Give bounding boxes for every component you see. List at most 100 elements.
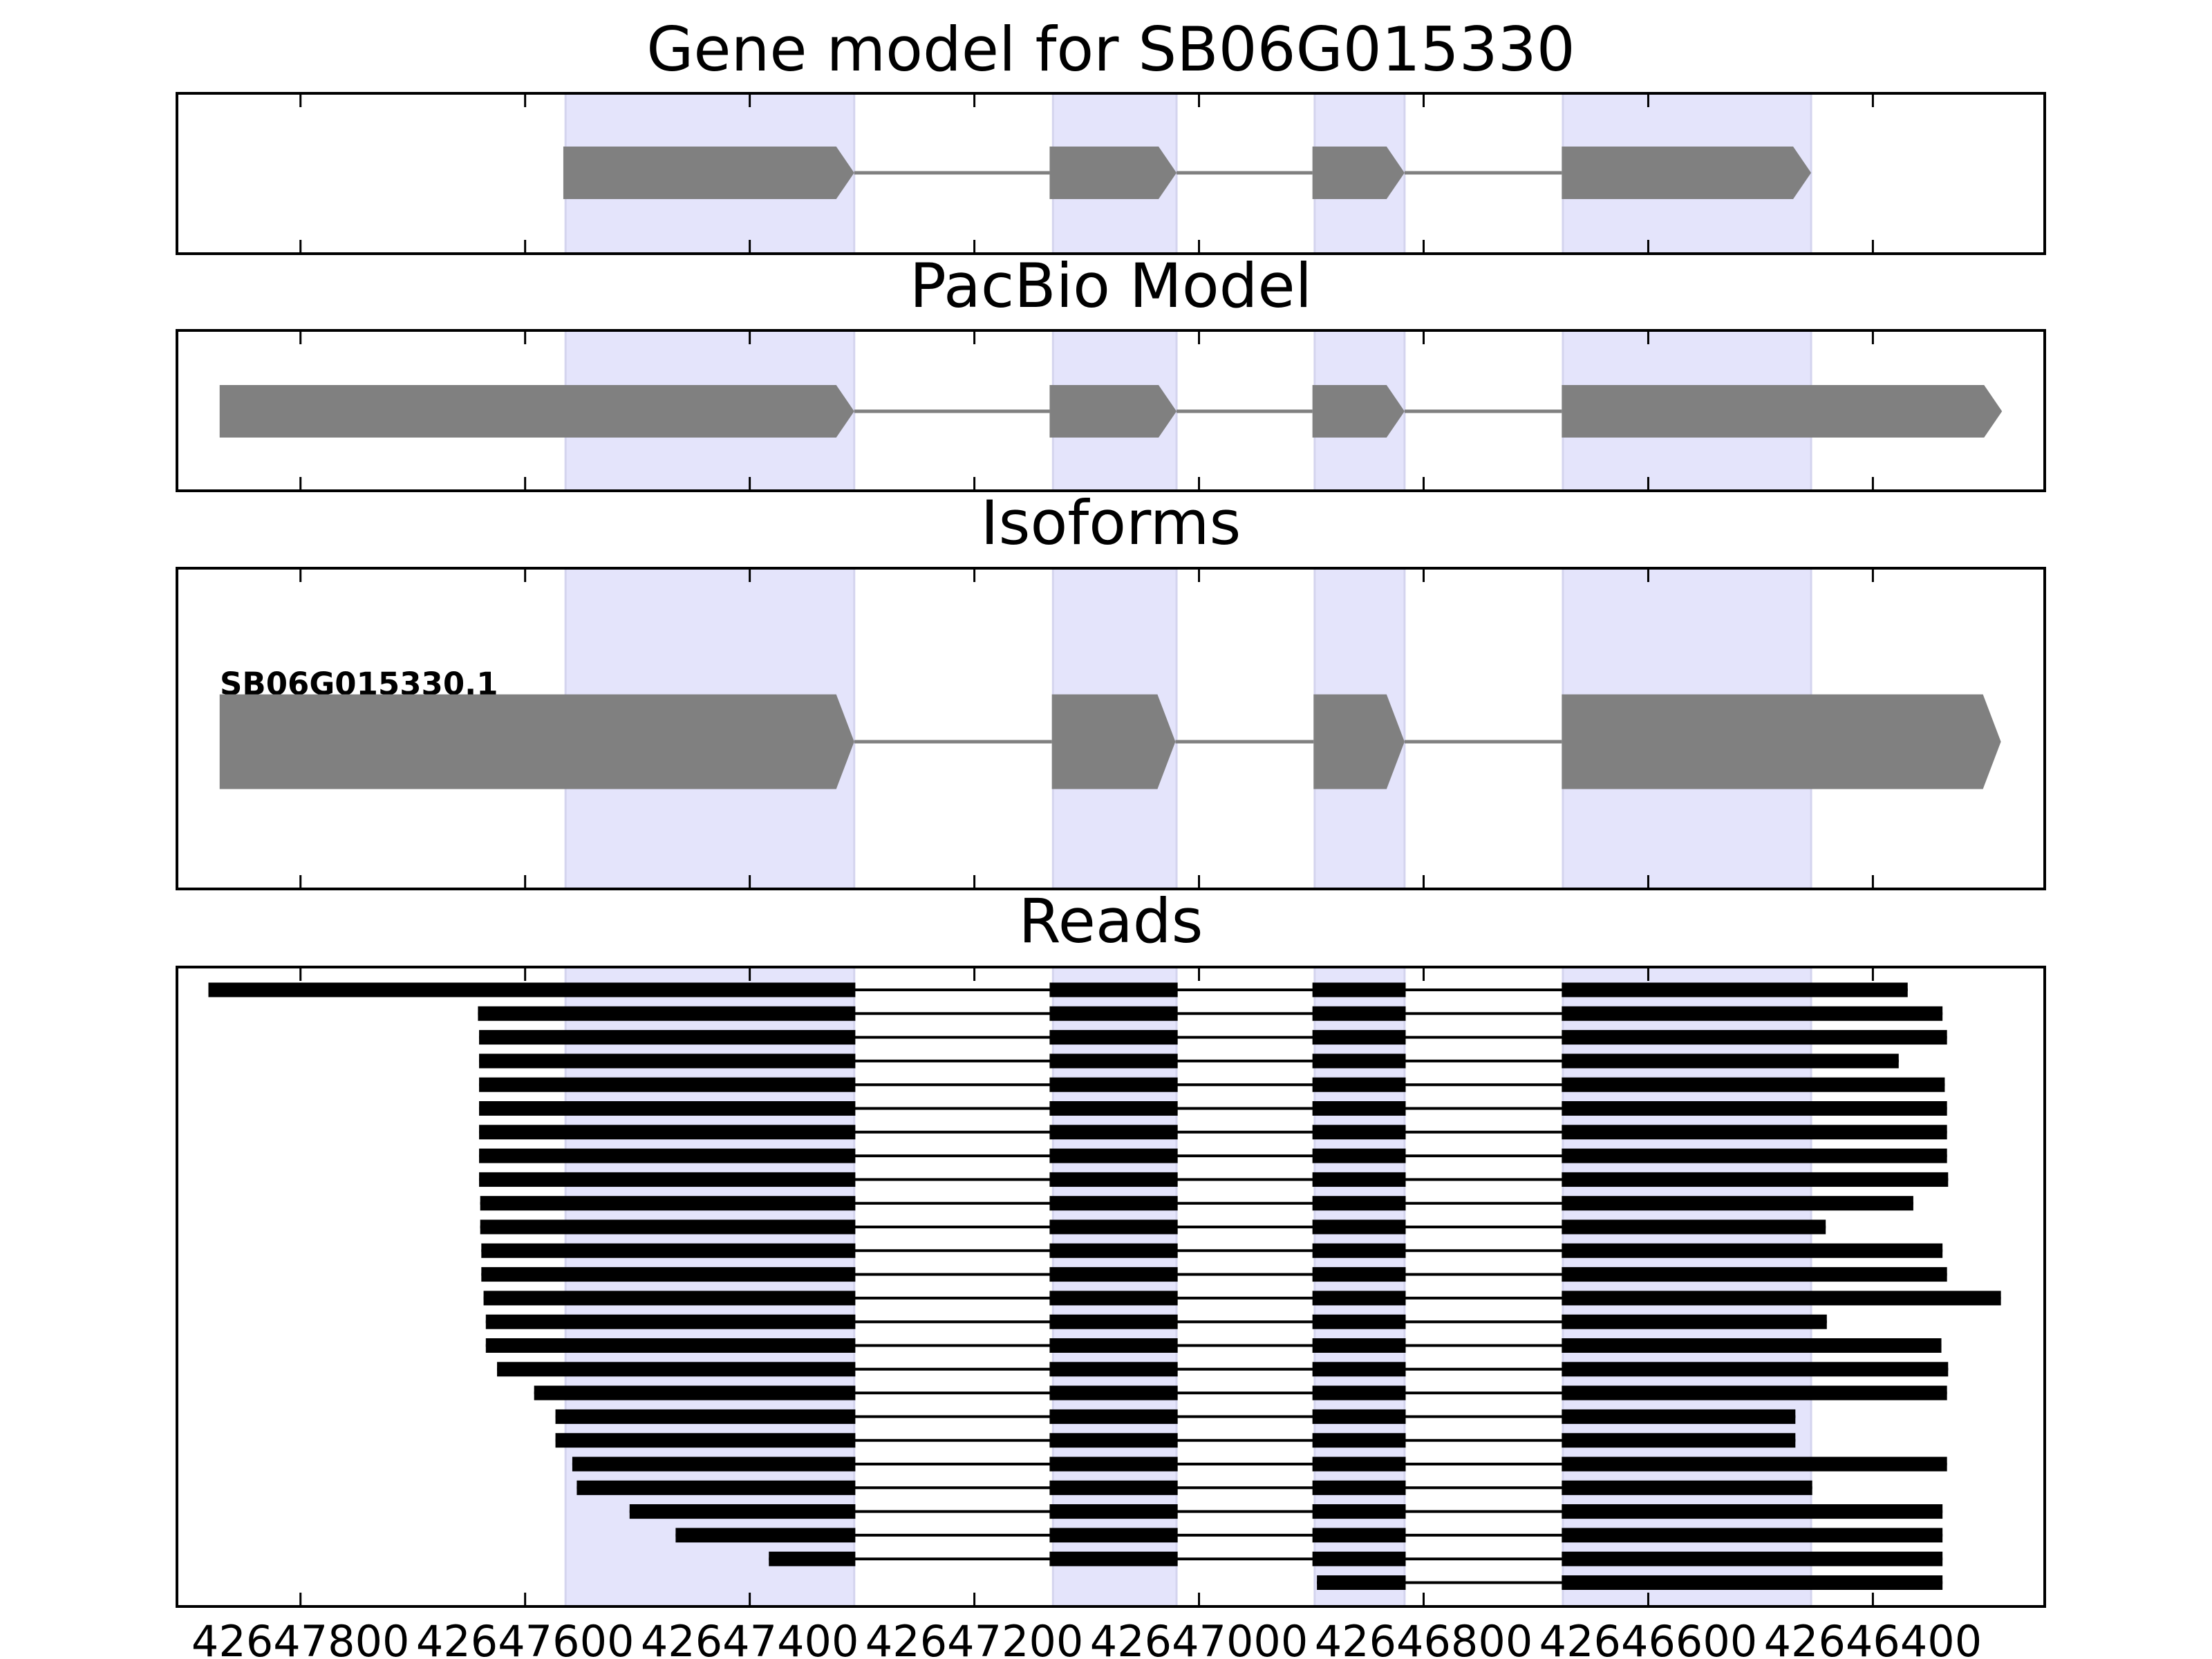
read-block	[1312, 1006, 1406, 1021]
read-block	[1562, 1575, 1943, 1590]
x-tick-label: 42647000	[1090, 1616, 1309, 1659]
read-block	[1562, 1101, 1947, 1116]
exon	[1312, 147, 1405, 199]
exon	[1312, 385, 1405, 438]
read-block	[1049, 1267, 1178, 1282]
exon	[1051, 694, 1176, 789]
read-block	[1562, 1267, 1947, 1282]
read-block	[1049, 1077, 1178, 1092]
read-block	[1562, 1314, 1827, 1329]
read-block	[479, 1101, 856, 1116]
panel-title: Isoforms	[981, 487, 1241, 559]
read-block	[1562, 1480, 1812, 1495]
read-block	[479, 1030, 856, 1045]
read-block	[1312, 1219, 1406, 1235]
read-block	[534, 1385, 856, 1400]
read-block	[1312, 1480, 1406, 1495]
read-block	[1049, 1551, 1178, 1566]
read-block	[1562, 1456, 1947, 1472]
x-tick-label: 42646600	[1539, 1616, 1758, 1659]
panel-title: PacBio Model	[910, 250, 1312, 321]
read-block	[769, 1551, 856, 1566]
read-block	[1312, 1362, 1406, 1377]
read-block	[1562, 1528, 1943, 1543]
read-block	[1049, 1030, 1178, 1045]
panel-title: Gene model for SB06G015330	[646, 14, 1575, 85]
read-block	[1049, 1101, 1178, 1116]
read-block	[1049, 1314, 1178, 1329]
x-tick-label: 42646800	[1315, 1616, 1533, 1659]
read-block	[1312, 1267, 1406, 1282]
read-block	[1562, 1219, 1826, 1235]
read-block	[1562, 1385, 1947, 1400]
read-block	[1562, 1362, 1949, 1377]
read-block	[555, 1409, 856, 1424]
x-tick-label: 42647200	[865, 1616, 1084, 1659]
read-block	[480, 1196, 856, 1211]
read-block	[481, 1267, 856, 1282]
read-block	[1562, 982, 1908, 997]
read-block	[1562, 1504, 1943, 1519]
read-block	[1049, 1456, 1178, 1472]
read-block	[479, 1125, 856, 1140]
panel-frame	[176, 329, 2046, 492]
read-block	[1049, 1480, 1178, 1495]
read-block	[1049, 1385, 1178, 1400]
read-block	[1049, 1219, 1178, 1235]
read-block	[1317, 1575, 1406, 1590]
read-block	[1562, 1291, 2001, 1306]
read-block	[629, 1504, 856, 1519]
read-block	[478, 1006, 856, 1021]
panel-frame	[176, 966, 2046, 1608]
read-block	[1312, 1077, 1406, 1092]
read-block	[1049, 1172, 1178, 1187]
read-block	[1049, 1148, 1178, 1163]
read-block	[1312, 1528, 1406, 1543]
read-block	[485, 1314, 856, 1329]
read-block	[1049, 1504, 1178, 1519]
read-block	[1312, 1551, 1406, 1566]
read-block	[1049, 982, 1178, 997]
read-block	[479, 1172, 856, 1187]
read-block	[1312, 1125, 1406, 1140]
read-block	[1049, 1409, 1178, 1424]
read-block	[497, 1362, 856, 1377]
read-block	[1049, 1338, 1178, 1353]
read-block	[1312, 1385, 1406, 1400]
read-block	[1049, 1196, 1178, 1211]
read-block	[1562, 1551, 1943, 1566]
read-block	[480, 1219, 856, 1235]
read-block	[1312, 1148, 1406, 1163]
read-block	[1312, 1243, 1406, 1258]
read-block	[675, 1528, 856, 1543]
read-block	[1312, 1196, 1406, 1211]
exon	[1049, 147, 1177, 199]
read-block	[479, 1077, 856, 1092]
read-block	[555, 1433, 856, 1448]
read-block	[1562, 1125, 1947, 1140]
x-tick-label: 42646400	[1764, 1616, 1983, 1659]
read-block	[1312, 1291, 1406, 1306]
panel-frame	[176, 567, 2046, 890]
read-block	[1049, 1053, 1178, 1069]
read-block	[1312, 1456, 1406, 1472]
exon	[219, 694, 854, 789]
read-block	[1049, 1125, 1178, 1140]
read-block	[1562, 1077, 1945, 1092]
exon-highlight	[1051, 966, 1178, 1608]
exon	[1313, 694, 1405, 789]
read-block	[1562, 1433, 1796, 1448]
read-block	[1049, 1433, 1178, 1448]
exon-highlight	[1562, 966, 1812, 1608]
read-block	[1312, 1053, 1406, 1069]
x-tick-label: 42647600	[416, 1616, 635, 1659]
panel-title: Reads	[1019, 885, 1203, 957]
exon	[219, 385, 854, 438]
read-block	[1312, 1409, 1406, 1424]
read-block	[479, 1148, 856, 1163]
read-block	[1562, 1196, 1913, 1211]
read-block	[1049, 1528, 1178, 1543]
read-block	[1562, 1148, 1947, 1163]
